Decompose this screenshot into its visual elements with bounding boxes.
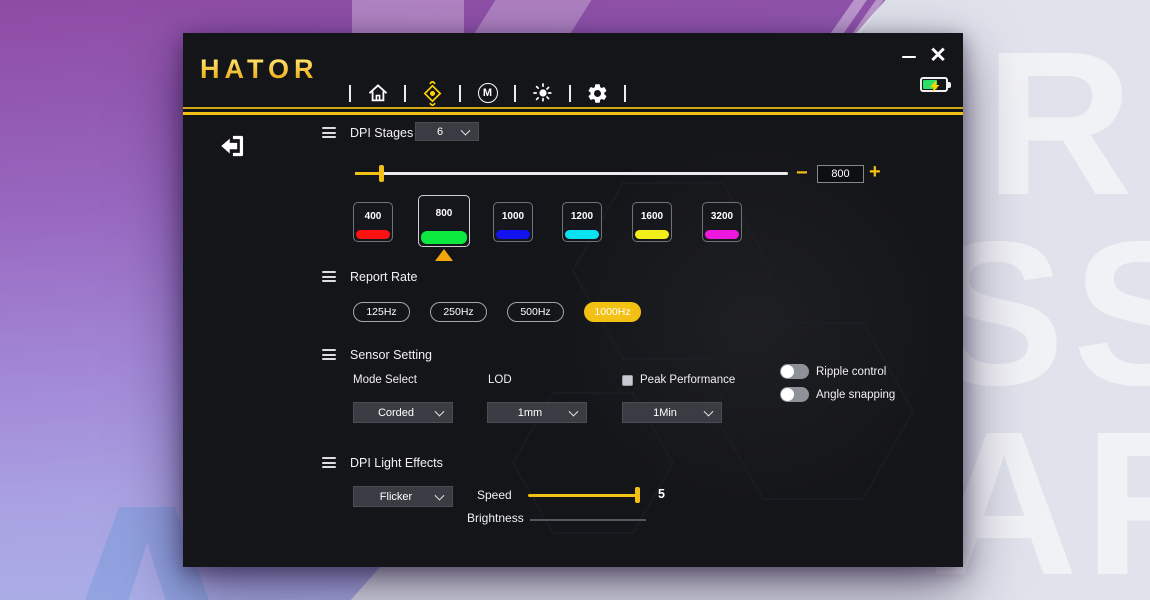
section-menu-icon xyxy=(322,349,336,363)
nav-divider xyxy=(514,84,516,102)
background-ghost-letter: R xyxy=(985,9,1136,238)
chevron-down-icon xyxy=(434,406,445,417)
ripple-control-label: Ripple control xyxy=(816,366,887,378)
angle-snapping-label: Angle snapping xyxy=(816,389,896,401)
header-divider-line xyxy=(183,111,963,115)
dpi-stages-title: DPI Stages xyxy=(350,126,414,140)
light-effect-value: Flicker xyxy=(379,490,413,503)
battery-indicator xyxy=(920,77,951,92)
peak-performance-label: Peak Performance xyxy=(640,374,736,386)
battery-level-fill xyxy=(923,80,937,89)
lod-dropdown[interactable]: 1mm xyxy=(487,402,587,423)
dpi-stage-color-bar xyxy=(635,230,669,239)
nav-divider xyxy=(459,84,461,102)
minimize-icon xyxy=(902,55,916,59)
dpi-slider-fill xyxy=(355,172,383,175)
nav-divider xyxy=(624,84,626,102)
report-rate-250hz-button[interactable]: 250Hz xyxy=(430,302,487,322)
brightness-slider-track[interactable] xyxy=(530,519,646,521)
dpi-stage-card[interactable]: 1200 xyxy=(562,202,602,242)
report-rate-options: 125Hz 250Hz 500Hz 1000Hz xyxy=(353,302,641,322)
dpi-slider-track[interactable] xyxy=(355,172,788,175)
minimize-button[interactable] xyxy=(897,47,921,67)
home-icon xyxy=(368,84,387,102)
report-rate-500hz-button[interactable]: 500Hz xyxy=(507,302,564,322)
header-divider-line xyxy=(183,107,963,109)
nav-divider xyxy=(404,84,406,102)
report-rate-1000hz-button[interactable]: 1000Hz xyxy=(584,302,641,322)
speed-slider-track[interactable] xyxy=(528,494,640,497)
back-exit-icon xyxy=(221,135,244,157)
nav-lighting-button[interactable] xyxy=(529,80,556,107)
nav-divider xyxy=(569,84,571,102)
chevron-down-icon xyxy=(460,125,471,136)
dpi-stage-card[interactable]: 1600 xyxy=(632,202,672,242)
chevron-down-icon xyxy=(568,406,579,417)
nav-macro-button[interactable]: M xyxy=(474,80,501,107)
dpi-slider-thumb[interactable] xyxy=(379,165,384,182)
dpi-stage-value: 800 xyxy=(435,208,453,219)
peak-performance-value: 1Min xyxy=(653,406,677,419)
section-menu-icon xyxy=(322,271,336,285)
dpi-stage-value: 400 xyxy=(364,211,382,222)
close-button[interactable]: ✕ xyxy=(929,43,947,67)
mode-select-label: Mode Select xyxy=(353,374,417,386)
angle-snapping-toggle[interactable] xyxy=(780,387,809,402)
macro-icon: M xyxy=(477,83,498,103)
section-menu-icon xyxy=(322,457,336,471)
lod-label: LOD xyxy=(488,374,512,386)
background-glow xyxy=(543,123,963,523)
dpi-stage-value: 1600 xyxy=(640,211,664,222)
nav-divider xyxy=(349,84,351,102)
dpi-stage-card-selected[interactable]: 800 xyxy=(418,195,470,247)
dpi-stage-color-bar xyxy=(565,230,599,239)
nav-dpi-button[interactable] xyxy=(419,80,446,107)
dpi-stage-color-bar xyxy=(356,230,390,239)
nav-settings-button[interactable] xyxy=(584,80,611,107)
hator-logo: HATOR xyxy=(200,54,319,84)
dpi-stage-color-bar xyxy=(496,230,530,239)
dpi-stage-card[interactable]: 3200 xyxy=(702,202,742,242)
dpi-stage-value: 1200 xyxy=(570,211,594,222)
report-rate-125hz-button[interactable]: 125Hz xyxy=(353,302,410,322)
report-rate-title: Report Rate xyxy=(350,270,418,284)
dpi-diamond-icon xyxy=(423,80,442,106)
dpi-stage-card[interactable]: 1000 xyxy=(493,202,533,242)
dpi-value-input[interactable] xyxy=(817,165,864,183)
charging-bolt-icon xyxy=(930,79,940,92)
nav-home-button[interactable] xyxy=(364,80,391,107)
chevron-down-icon xyxy=(434,490,445,501)
main-nav: M xyxy=(349,75,626,111)
peak-performance-checkbox[interactable] xyxy=(622,375,633,386)
chevron-down-icon xyxy=(703,406,714,417)
background-ghost-letter: AR xyxy=(930,389,1150,600)
ripple-control-toggle[interactable] xyxy=(780,364,809,379)
dpi-stage-value: 3200 xyxy=(710,211,734,222)
app-window: HATOR M xyxy=(183,33,963,567)
dpi-light-effects-title: DPI Light Effects xyxy=(350,456,443,470)
speed-label: Speed xyxy=(477,488,512,502)
mode-select-value: Corded xyxy=(377,406,415,419)
section-menu-icon xyxy=(322,127,336,141)
peak-performance-dropdown[interactable]: 1Min xyxy=(622,402,722,423)
gear-icon xyxy=(588,83,607,103)
dpi-decrease-button[interactable]: − xyxy=(796,162,808,184)
selected-stage-pointer xyxy=(435,249,453,261)
mode-select-dropdown[interactable]: Corded xyxy=(353,402,453,423)
speed-slider-thumb[interactable] xyxy=(635,487,640,503)
lod-value: 1mm xyxy=(517,406,543,419)
sensor-setting-title: Sensor Setting xyxy=(350,348,432,362)
brightness-label: Brightness xyxy=(467,511,524,525)
dpi-stage-count-value: 6 xyxy=(436,125,444,138)
dpi-stage-card[interactable]: 400 xyxy=(353,202,393,242)
dpi-stage-color-bar xyxy=(705,230,739,239)
back-button[interactable] xyxy=(217,129,251,163)
dpi-stage-color-bar xyxy=(421,231,467,244)
dpi-stage-value: 1000 xyxy=(501,211,525,222)
dpi-increase-button[interactable]: + xyxy=(869,161,881,183)
speed-value: 5 xyxy=(658,487,665,501)
light-effect-dropdown[interactable]: Flicker xyxy=(353,486,453,507)
brightness-sun-icon xyxy=(532,83,553,103)
dpi-stage-count-dropdown[interactable]: 6 xyxy=(415,122,479,141)
